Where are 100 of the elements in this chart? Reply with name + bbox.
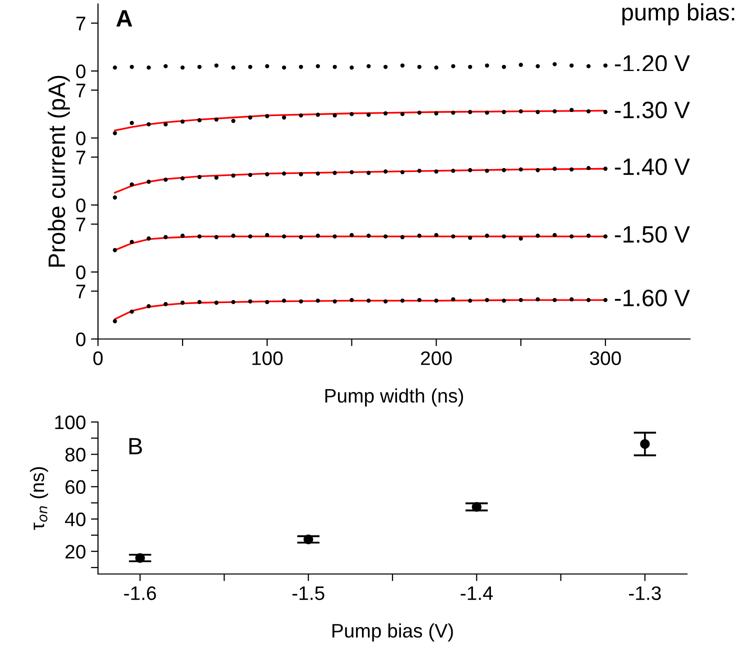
point [164,122,168,126]
point [248,299,252,304]
point [400,112,405,116]
point [350,112,354,116]
point [451,234,456,239]
point [332,234,337,239]
point [502,298,506,303]
point [265,172,270,176]
point [350,170,354,174]
point [502,234,506,239]
point [366,298,371,303]
point [316,112,320,117]
point [350,298,354,302]
point [383,169,388,174]
point [417,168,422,173]
point [536,168,540,172]
point [417,234,422,238]
point [298,235,304,240]
point [231,234,236,238]
point [316,171,320,176]
point [484,298,490,302]
point [518,236,523,241]
point [570,234,574,239]
point [180,176,185,180]
point [586,109,591,114]
point [536,297,540,302]
y-tick-label: 60 [66,480,86,494]
point [112,319,117,324]
point [400,298,405,303]
point [603,298,608,302]
point [130,240,134,244]
annotation: pump bias: [622,3,734,26]
point [518,298,523,302]
point [135,553,145,563]
point [640,439,650,449]
point [214,176,218,180]
y-tick-label: 100 [55,415,86,430]
point [130,310,134,314]
point [383,299,388,304]
x-axis-title: Pump width (ns) [325,388,464,406]
x-tick-label: 200 [421,351,452,366]
point [180,234,185,238]
point [130,120,134,126]
point [282,234,286,239]
point [265,114,270,118]
point [316,234,320,238]
point [332,113,337,118]
x-tick-label: 300 [590,351,621,366]
point [130,182,134,187]
point [468,298,472,303]
point [518,167,523,172]
point [552,166,557,171]
point [586,298,591,302]
point [451,297,456,302]
point [282,171,286,176]
point [332,170,337,175]
point [282,115,286,120]
point [146,236,151,241]
point [197,174,202,180]
point [570,167,574,172]
point [468,168,472,172]
y-tick-label: 20 [66,544,86,559]
point [350,233,354,238]
point [197,234,202,239]
point [400,170,405,174]
point [180,300,185,305]
point [434,111,438,116]
point [552,298,557,302]
point [468,236,472,240]
point [197,300,202,304]
point [112,131,117,136]
point [603,110,608,114]
y-tick-label: 7 [76,284,86,298]
point [484,168,490,173]
point [552,233,557,238]
point [603,166,608,171]
point [434,233,438,238]
point [298,113,304,118]
point [164,235,168,240]
point [164,178,168,182]
point [316,298,320,303]
point [417,298,422,302]
point [586,234,591,238]
point [298,299,304,304]
point [265,233,270,238]
point [197,118,202,122]
x-tick-label: 0 [93,351,103,366]
line-series [114,168,606,194]
point [434,298,438,303]
point [332,299,337,304]
point [434,169,438,174]
point [112,195,117,200]
x-tick-label: 100 [252,351,283,366]
point [214,117,218,122]
y-tick-label: 0 [76,198,86,212]
y-tick-label: 80 [65,448,86,462]
point [265,300,270,304]
point [282,298,286,303]
y-tick-label: 0 [76,265,86,280]
y-tick-label: 0 [76,64,86,78]
